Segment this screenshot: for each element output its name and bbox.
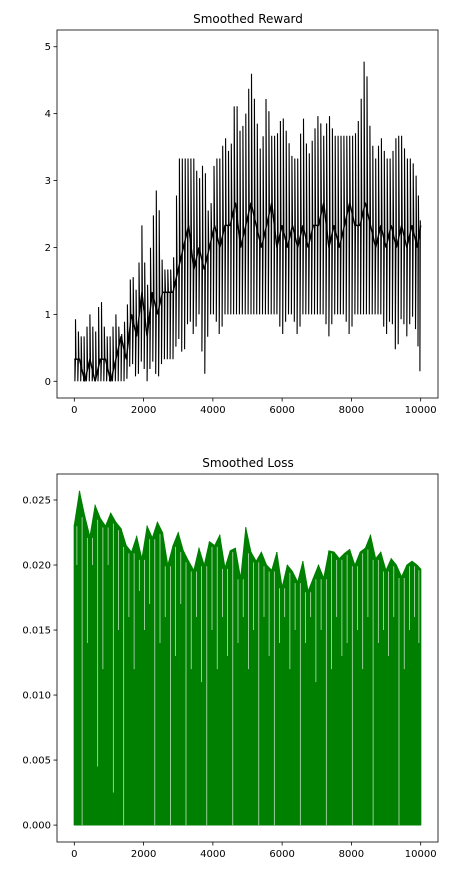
reward-line <box>74 202 422 382</box>
loss-y-tick-label: 0.020 <box>22 561 51 572</box>
loss-x-tick-label: 4000 <box>200 849 225 860</box>
loss-y-tick-label: 0.025 <box>22 496 51 507</box>
reward-y-tick-label: 4 <box>45 109 51 120</box>
reward-y-axis: 0 1 2 3 4 5 <box>45 42 57 388</box>
reward-y-tick-label: 1 <box>45 310 51 321</box>
loss-y-tick-label: 0.000 <box>22 821 51 832</box>
reward-x-tick-label: 8000 <box>339 405 364 416</box>
loss-y-tick-label: 0.010 <box>22 691 51 702</box>
loss-x-tick-label: 2000 <box>131 849 156 860</box>
reward-x-axis: 0 2000 4000 6000 8000 10000 <box>71 398 437 416</box>
loss-chart-title: Smoothed Loss <box>202 456 293 470</box>
loss-plot-frame <box>56 473 439 843</box>
reward-x-tick-label: 4000 <box>200 405 225 416</box>
loss-x-tick-label: 0 <box>71 849 77 860</box>
loss-chart: Smoothed Loss 0 2000 4000 6000 8000 10000 0.0… <box>22 456 439 860</box>
reward-y-tick-label: 0 <box>45 377 51 388</box>
reward-chart: Smoothed Reward 0 2000 4000 6000 8000 10000 0… <box>45 12 439 416</box>
loss-x-tick-label: 10000 <box>405 849 437 860</box>
reward-x-tick-label: 2000 <box>131 405 156 416</box>
loss-y-axis: 0.000 0.005 0.010 0.015 0.020 0.025 <box>22 496 57 832</box>
reward-x-tick-label: 0 <box>71 405 77 416</box>
loss-x-tick-label: 8000 <box>339 849 364 860</box>
reward-x-tick-label: 6000 <box>269 405 294 416</box>
reward-y-tick-label: 2 <box>45 243 51 254</box>
reward-chart-title: Smoothed Reward <box>193 12 303 26</box>
loss-y-tick-label: 0.015 <box>22 626 51 637</box>
loss-y-tick-label: 0.005 <box>22 756 51 767</box>
reward-series <box>74 61 422 382</box>
loss-x-tick-label: 6000 <box>269 849 294 860</box>
reward-x-tick-label: 10000 <box>405 405 437 416</box>
loss-series <box>73 490 422 826</box>
reward-y-tick-label: 3 <box>45 176 51 187</box>
reward-noise-line <box>74 61 421 382</box>
reward-y-tick-label: 5 <box>45 42 51 53</box>
reward-plot-frame <box>56 29 439 399</box>
loss-x-axis: 0 2000 4000 6000 8000 10000 <box>71 842 437 860</box>
